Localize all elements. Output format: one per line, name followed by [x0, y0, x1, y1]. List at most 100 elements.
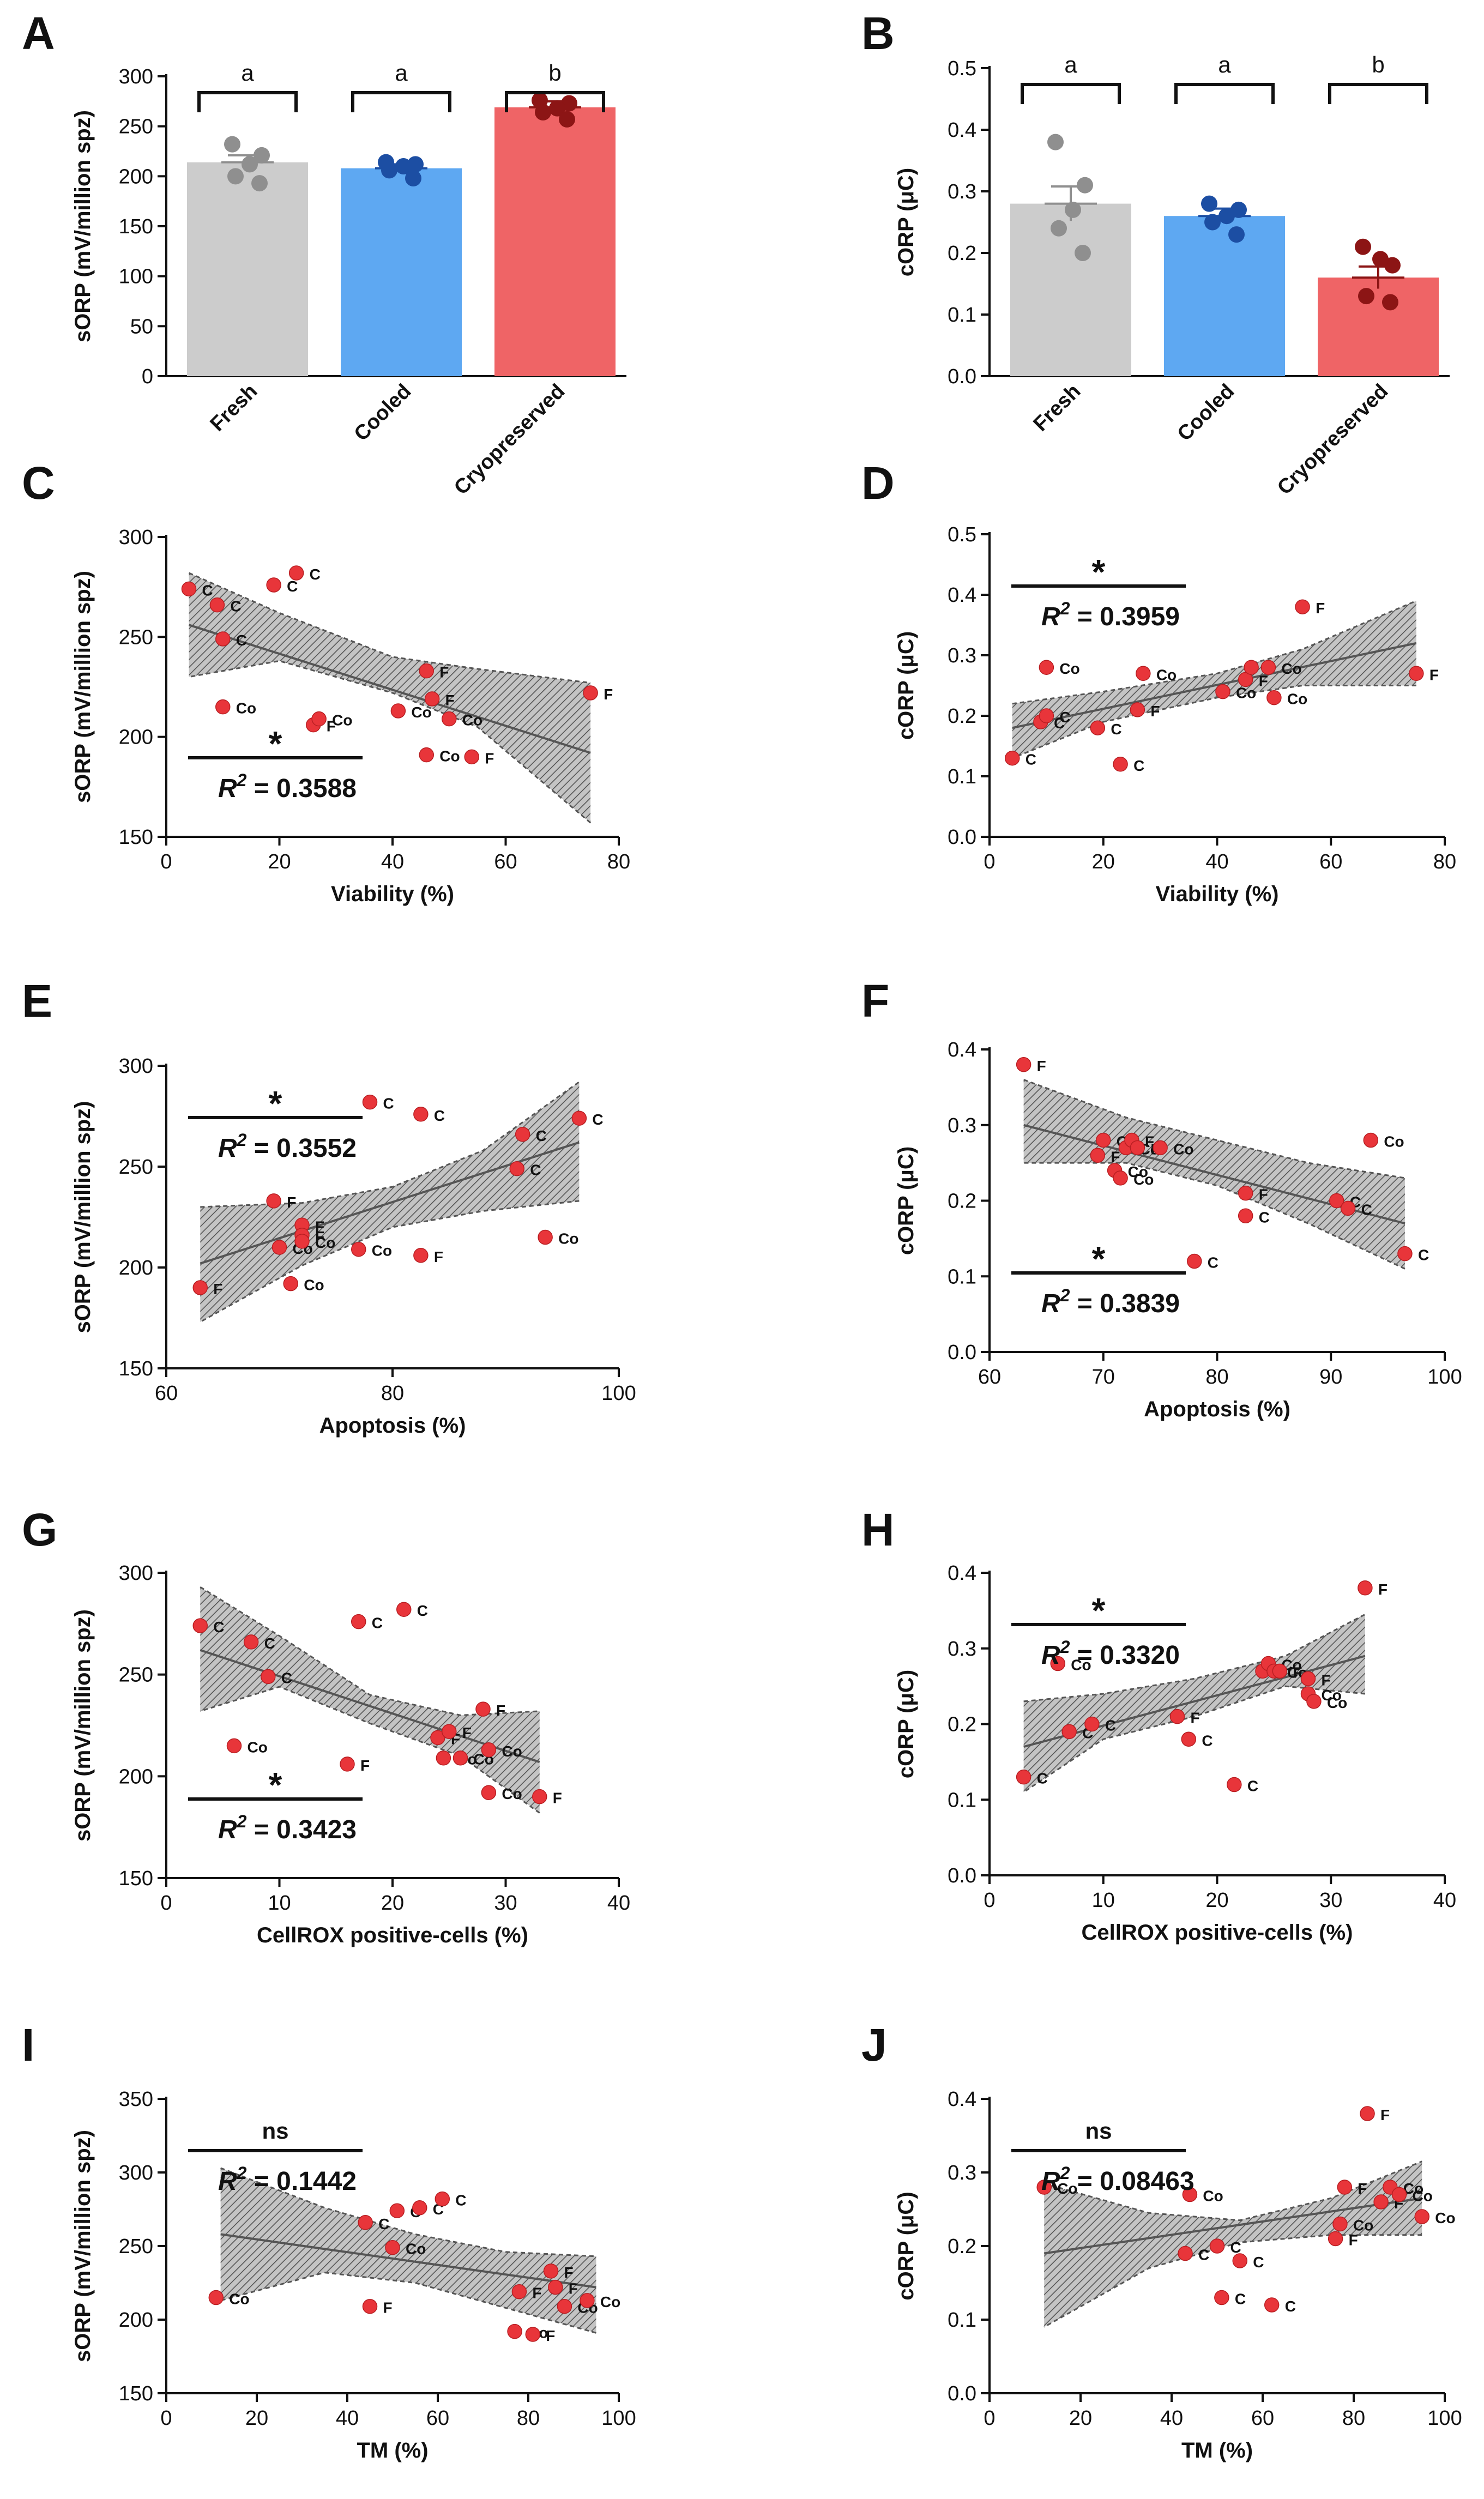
- y-tick-label: 0.0: [948, 1341, 976, 1364]
- x-tick-label: 20: [245, 2407, 268, 2430]
- data-point: [1329, 1193, 1344, 1209]
- band-lower-edge: [189, 660, 592, 824]
- panel-label-h: H: [861, 1504, 895, 1555]
- r-squared-label: R2 = 0.1442: [218, 2163, 357, 2196]
- y-tick-label: 100: [119, 265, 153, 288]
- data-point: [1332, 2216, 1348, 2232]
- y-axis-label: cORP (μC): [894, 1146, 918, 1255]
- data-point: [525, 2327, 541, 2342]
- point-label: C: [417, 1602, 428, 1619]
- point-label: C: [1111, 721, 1121, 738]
- y-tick-label: 50: [130, 315, 153, 338]
- data-point: [507, 2323, 522, 2339]
- y-axis-label: sORP (mV/million spz): [71, 2130, 95, 2362]
- x-axis-label: CellROX positive-cells (%): [1082, 1921, 1353, 1945]
- data-point: [1096, 1132, 1111, 1148]
- y-tick-label: 0.4: [948, 2088, 976, 2111]
- point-label: Co: [600, 2293, 620, 2310]
- data-point: [362, 1094, 378, 1110]
- data-point: [224, 136, 240, 153]
- panel-label-e: E: [22, 975, 52, 1027]
- point-label: F: [1145, 1133, 1154, 1150]
- y-tick-label: 0.3: [948, 1638, 976, 1661]
- point-label: F: [462, 1724, 472, 1741]
- data-point: [405, 170, 421, 186]
- x-axis-label: Viability (%): [331, 882, 454, 906]
- significance-letter: a: [395, 60, 408, 86]
- panel-label-a: A: [22, 8, 55, 59]
- y-axis-label: sORP (mV/million spz): [71, 110, 95, 342]
- data-point: [1181, 1731, 1197, 1747]
- data-point: [481, 1785, 497, 1800]
- x-tick-label: 20: [1205, 1889, 1228, 1912]
- y-tick-label: 0.5: [948, 523, 976, 546]
- panel-label-f: F: [861, 975, 889, 1027]
- point-label: F: [569, 2280, 578, 2297]
- regression-line: [200, 1649, 540, 1764]
- point-label: Co: [1071, 1657, 1091, 1674]
- data-point: [419, 663, 434, 679]
- data-point: [1036, 2180, 1052, 2195]
- data-point: [1295, 599, 1310, 614]
- data-point: [1238, 1185, 1253, 1201]
- r-squared-label: R2 = 0.3588: [218, 770, 357, 803]
- point-label: Co: [1059, 660, 1079, 677]
- x-tick-label: 0: [984, 2407, 995, 2430]
- data-point: [1337, 2180, 1353, 2195]
- data-point: [1005, 750, 1020, 766]
- point-label: Co: [502, 1743, 522, 1760]
- point-label: F: [287, 1194, 296, 1211]
- band-upper-edge: [200, 1081, 580, 1208]
- point-label: C: [287, 578, 298, 595]
- data-point: [1372, 251, 1389, 268]
- point-label: Co: [1287, 691, 1307, 708]
- point-label: F: [213, 1281, 222, 1297]
- point-label: F: [1259, 1186, 1268, 1203]
- point-label: F: [485, 750, 494, 766]
- confidence-band: [189, 573, 591, 823]
- x-tick-label: 0: [984, 1889, 995, 1912]
- x-tick-label: 0: [160, 1892, 172, 1915]
- y-tick-label: 0.2: [948, 1190, 976, 1213]
- point-label: C: [1133, 757, 1144, 774]
- data-point: [266, 1193, 281, 1209]
- y-tick-label: 0.2: [948, 705, 976, 728]
- x-tick-label: 40: [1433, 1889, 1456, 1912]
- x-tick-label: 40: [1160, 2407, 1183, 2430]
- point-label: F: [327, 718, 336, 735]
- r-squared-label: R2 = 0.3959: [1041, 599, 1180, 631]
- point-label: F: [445, 692, 455, 709]
- data-point: [1090, 720, 1106, 735]
- point-label: F: [1378, 1581, 1388, 1598]
- panel-label-c: C: [22, 457, 55, 509]
- point-label: F: [1316, 600, 1325, 617]
- y-tick-label: 250: [119, 116, 153, 138]
- point-label: F: [1150, 703, 1160, 720]
- point-label: Co: [1353, 2217, 1373, 2234]
- bar-fresh: [1010, 203, 1131, 376]
- data-point: [1065, 201, 1081, 218]
- data-point: [509, 1161, 524, 1176]
- data-point: [419, 747, 434, 763]
- significance-letter: a: [1218, 52, 1231, 77]
- data-point: [1328, 2231, 1343, 2247]
- data-point: [1260, 660, 1276, 675]
- y-tick-label: 0.4: [948, 1562, 976, 1585]
- data-point: [413, 1248, 429, 1263]
- scatter-chart-f: 0.0 0.1 0.2 0.3 0.4 cORP (μC) 60 70 80 90 100 Apopt…: [894, 1039, 1462, 1421]
- point-label: Co: [248, 1739, 268, 1755]
- x-tick-label: 70: [1092, 1366, 1115, 1389]
- data-point: [390, 703, 406, 719]
- data-point: [1391, 2187, 1407, 2202]
- data-point: [385, 2240, 400, 2255]
- y-tick-label: 150: [119, 1357, 153, 1380]
- x-tick-label: 20: [1092, 850, 1115, 873]
- point-label: F: [1358, 2180, 1367, 2197]
- x-tick-label: 40: [607, 1892, 630, 1915]
- x-tick-label: 100: [1427, 2407, 1462, 2430]
- point-label: C: [455, 2192, 466, 2209]
- point-label: C: [230, 598, 241, 615]
- y-tick-label: 0.0: [948, 2382, 976, 2405]
- point-label: Co: [229, 2291, 249, 2308]
- data-point: [580, 2293, 595, 2308]
